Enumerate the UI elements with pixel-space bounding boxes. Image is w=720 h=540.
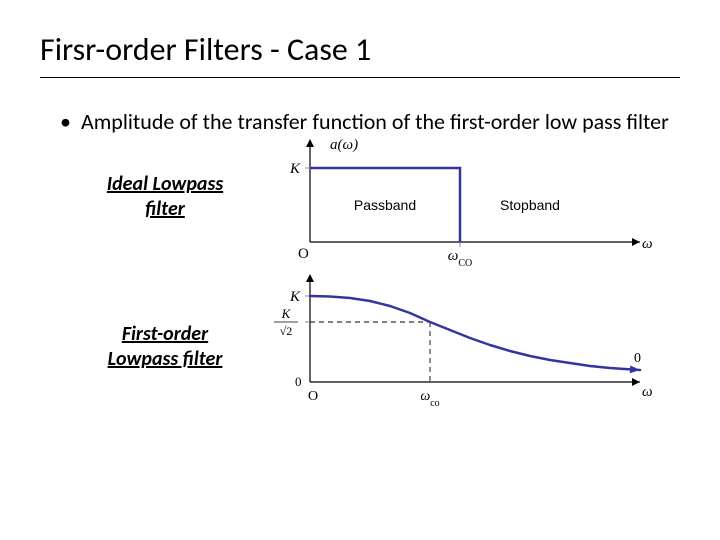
svg-text:O: O xyxy=(308,389,318,404)
svg-text:ω: ω xyxy=(642,236,653,252)
svg-text:ωco: ωco xyxy=(420,389,439,409)
firstorder-filter-chart: KK√20Oωωco0 xyxy=(260,272,660,412)
svg-text:K: K xyxy=(281,306,292,321)
svg-text:ωCO: ωCO xyxy=(448,248,473,267)
bullet-marker: • xyxy=(60,108,71,137)
svg-text:0: 0 xyxy=(295,374,302,389)
svg-text:K: K xyxy=(289,289,301,305)
svg-text:ω: ω xyxy=(642,384,653,400)
ideal-filter-label: Ideal Lowpass filter xyxy=(105,172,225,222)
svg-text:√2: √2 xyxy=(280,324,293,338)
firstorder-filter-label: First-order Lowpass filter xyxy=(95,322,235,372)
svg-text:K: K xyxy=(289,161,301,177)
svg-text:O: O xyxy=(298,246,309,262)
svg-text:0: 0 xyxy=(634,351,641,366)
charts-container: Ka(ω)OωPassbandStopbandωCO KK√20Oωωco0 xyxy=(260,137,680,417)
svg-text:Passband: Passband xyxy=(354,197,416,213)
ideal-filter-chart: Ka(ω) Oω Passband Stopband ωCO xyxy=(260,137,660,267)
page-title: Firsr-order Filters - Case 1 xyxy=(40,30,680,78)
bullet-item: • Amplitude of the transfer function of … xyxy=(60,108,680,137)
svg-text:Stopband: Stopband xyxy=(500,197,560,213)
bullet-text: Amplitude of the transfer function of th… xyxy=(81,108,669,137)
svg-text:a(ω): a(ω) xyxy=(330,137,358,153)
